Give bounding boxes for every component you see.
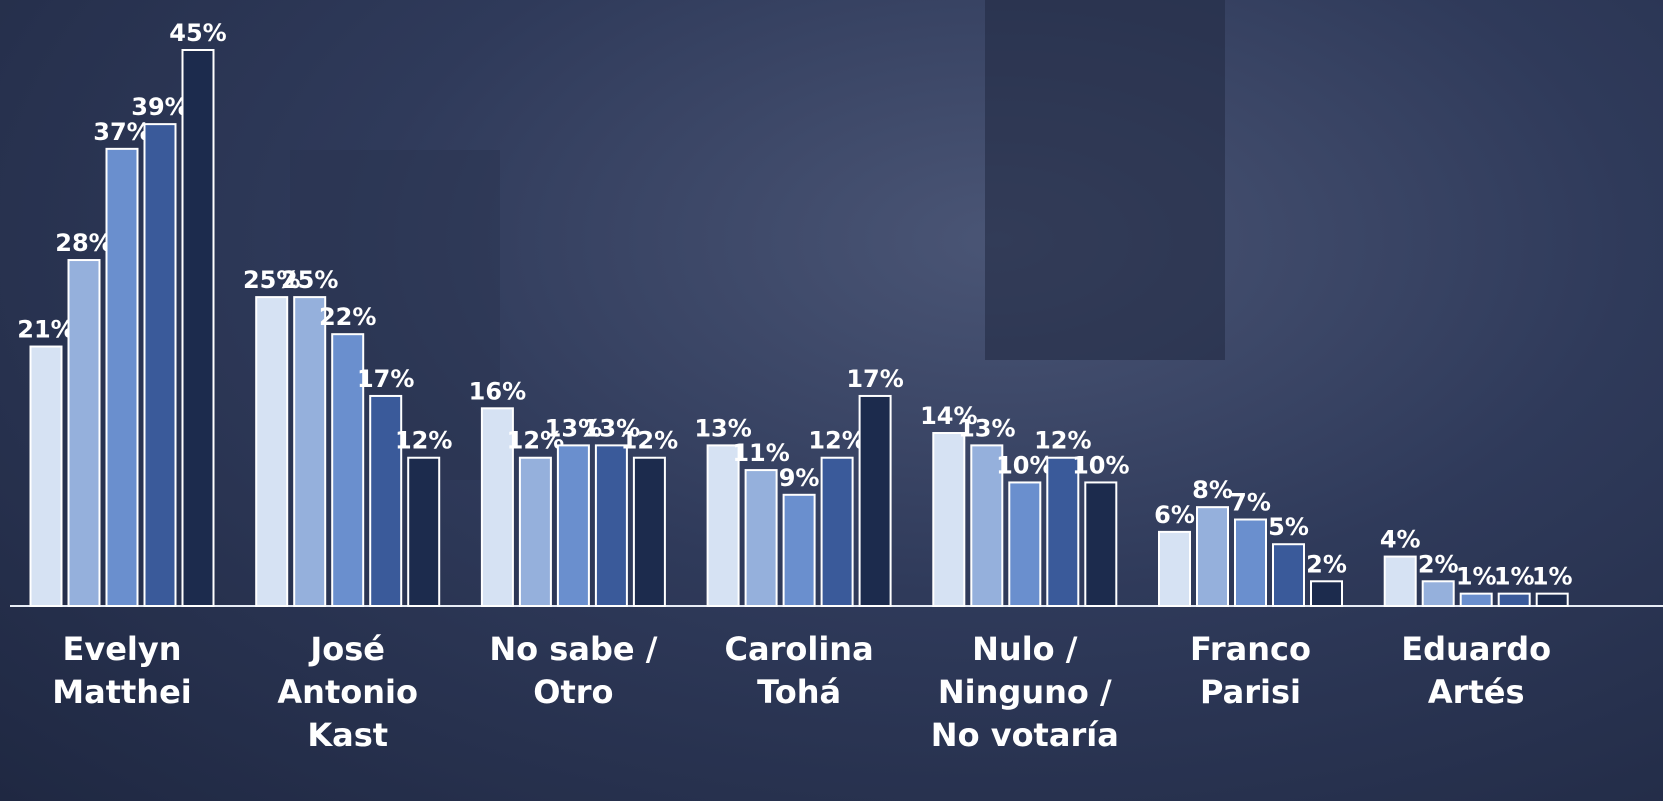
bar: [1499, 594, 1530, 606]
value-label: 12%: [395, 427, 452, 455]
value-label: 17%: [357, 365, 414, 393]
category-label: José Antonio Kast: [238, 628, 458, 757]
value-label: 28%: [55, 229, 112, 257]
value-label: 5%: [1268, 513, 1309, 541]
bar: [520, 458, 551, 606]
value-label: 12%: [808, 427, 865, 455]
value-label: 10%: [1072, 451, 1129, 479]
value-label: 2%: [1306, 550, 1347, 578]
value-label: 22%: [319, 303, 376, 331]
value-label: 8%: [1192, 476, 1233, 504]
bar: [69, 260, 100, 606]
bar: [183, 50, 214, 606]
bar: [822, 458, 853, 606]
page: 21%28%37%39%45%25%25%22%17%12%16%12%13%1…: [0, 0, 1663, 801]
bg-shape: [985, 0, 1225, 360]
value-label: 7%: [1230, 489, 1271, 517]
value-label: 39%: [131, 93, 188, 121]
value-label: 4%: [1380, 526, 1421, 554]
category-label: Evelyn Matthei: [12, 628, 232, 714]
bar: [1085, 482, 1116, 606]
bar: [1385, 557, 1416, 606]
value-label: 21%: [17, 316, 74, 344]
bar: [294, 297, 325, 606]
category-label: Franco Parisi: [1141, 628, 1361, 714]
bar: [933, 433, 964, 606]
bar: [596, 445, 627, 606]
category-label: Nulo / Ninguno / No votaría: [915, 628, 1135, 757]
bar: [1159, 532, 1190, 606]
bar: [1461, 594, 1492, 606]
bar: [784, 495, 815, 606]
value-label: 16%: [469, 377, 526, 405]
value-label: 1%: [1494, 563, 1535, 591]
bar: [1197, 507, 1228, 606]
category-label: Eduardo Artés: [1366, 628, 1586, 714]
bar: [31, 347, 62, 606]
value-label: 9%: [779, 464, 820, 492]
bar: [107, 149, 138, 606]
bar: [708, 445, 739, 606]
bar: [1311, 581, 1342, 606]
value-label: 1%: [1456, 563, 1497, 591]
category-label: No sabe / Otro: [463, 628, 683, 714]
bar: [1423, 581, 1454, 606]
bar: [1273, 544, 1304, 606]
bar: [634, 458, 665, 606]
bar: [860, 396, 891, 606]
category-label: Carolina Tohá: [689, 628, 909, 714]
value-label: 13%: [958, 414, 1015, 442]
bar: [1047, 458, 1078, 606]
bar: [1235, 520, 1266, 606]
bar: [746, 470, 777, 606]
value-label: 25%: [281, 266, 338, 294]
bar: [408, 458, 439, 606]
value-label: 45%: [169, 19, 226, 47]
value-label: 17%: [846, 365, 903, 393]
value-label: 37%: [93, 118, 150, 146]
value-label: 6%: [1154, 501, 1195, 529]
bar: [1009, 482, 1040, 606]
value-label: 1%: [1532, 563, 1573, 591]
value-label: 10%: [996, 451, 1053, 479]
value-label: 2%: [1418, 550, 1459, 578]
bar: [145, 124, 176, 606]
bar: [558, 445, 589, 606]
value-label: 12%: [621, 427, 678, 455]
bar: [1537, 594, 1568, 606]
bar: [256, 297, 287, 606]
